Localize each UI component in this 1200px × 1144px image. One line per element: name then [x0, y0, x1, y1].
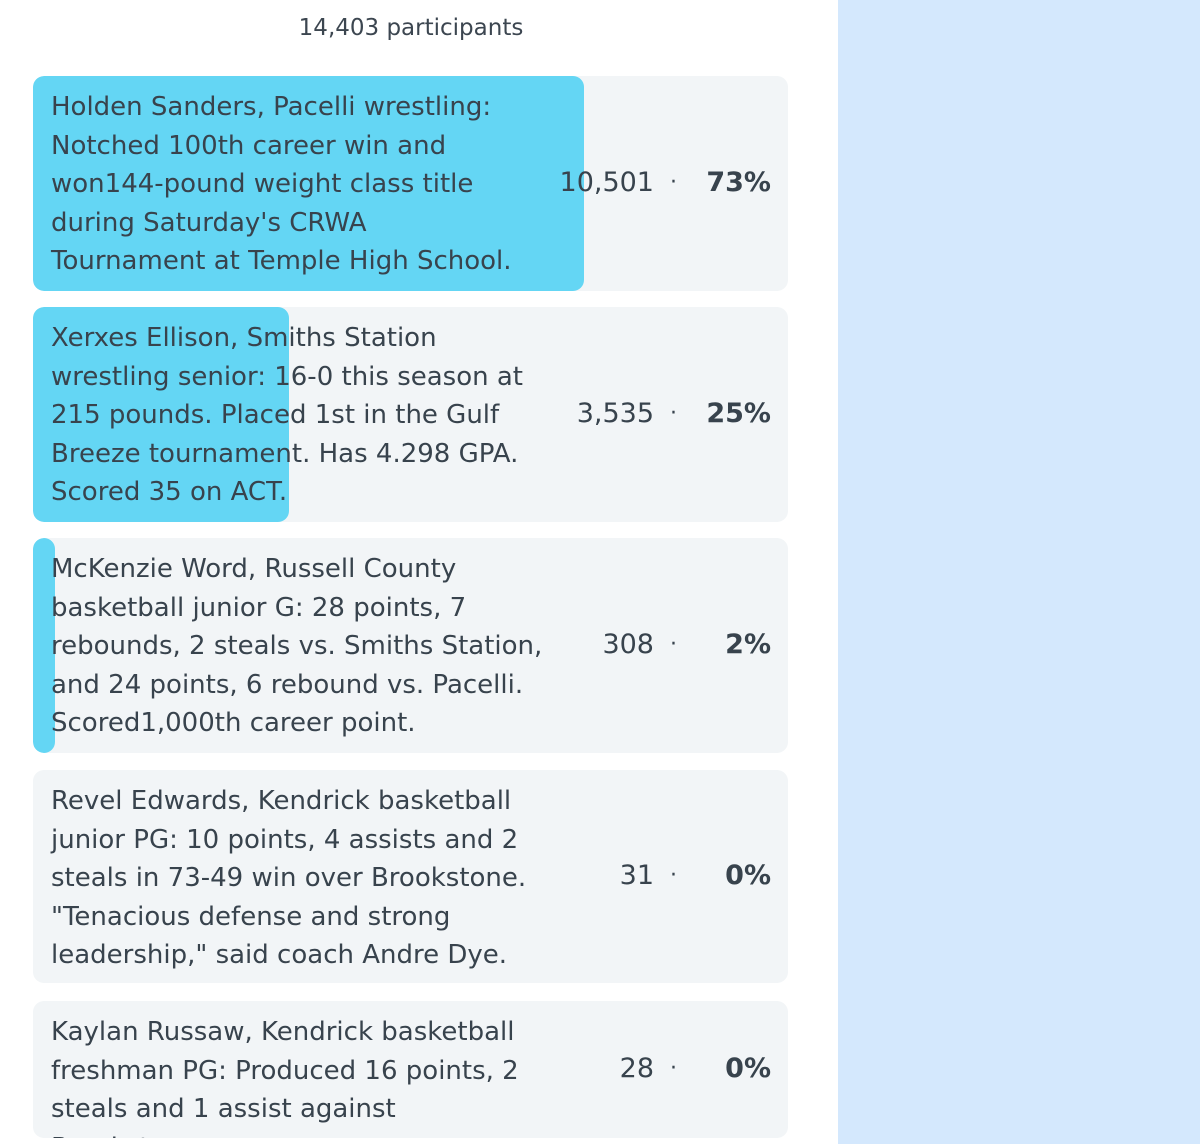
poll-option-fill — [33, 538, 55, 753]
poll-option-percent: 2% — [725, 629, 771, 660]
poll-option-text-line: Tournament at Temple High School. — [51, 246, 512, 276]
poll-option-text-line: steals in 73-49 win over Brookstone. — [51, 863, 527, 893]
poll-option[interactable]: Kaylan Russaw, Kendrick basketball fresh… — [33, 1001, 788, 1138]
poll-option-text-line: leadership," said coach Andre Dye. — [51, 940, 508, 970]
poll-option-percent: 0% — [725, 1053, 771, 1084]
poll-option-percent: 73% — [706, 167, 771, 198]
separator-dot: · — [670, 401, 677, 426]
poll-option-fill — [33, 307, 289, 522]
poll-option-votes: 28 — [619, 1053, 654, 1084]
separator-dot: · — [670, 1056, 677, 1081]
poll-option[interactable]: McKenzie Word, Russell County basketball… — [33, 538, 788, 753]
poll-option-text-line: and 24 points, 6 rebound vs. Pacelli. — [51, 669, 524, 700]
poll-option-text-line: rebounds, 2 steals vs. Smiths Station, — [51, 631, 543, 661]
poll-option-fill — [33, 76, 584, 291]
poll-option[interactable]: Holden Sanders, Pacelli wrestling: Notch… — [33, 76, 788, 291]
poll-option-text-line: 215 pounds. Placed 1st in the Gulf — [51, 400, 500, 430]
poll-option-text-line: freshman PG: Produced 16 points, 2 — [51, 1055, 519, 1086]
poll-option-text-line: wrestling senior: 16-0 this season at — [51, 361, 523, 392]
poll-option-percent: 25% — [706, 398, 771, 429]
poll-option-text-line: "Tenacious defense and strong — [51, 901, 451, 932]
separator-dot: · — [670, 863, 677, 888]
poll-option-text: Holden Sanders, Pacelli wrestling: Notch… — [51, 88, 551, 281]
poll-option-text-line: basketball junior G: 28 points, 7 — [51, 592, 467, 623]
poll-option-votes: 10,501 — [559, 167, 654, 198]
poll-option-votes: 3,535 — [576, 398, 654, 429]
poll-option-text: McKenzie Word, Russell County basketball… — [51, 550, 551, 743]
poll-option[interactable]: Revel Edwards, Kendrick basketball junio… — [33, 770, 788, 983]
poll-option-text-line: Holden Sanders, Pacelli wrestling: — [51, 92, 492, 122]
poll-option[interactable]: Xerxes Ellison, Smiths Station wrestling… — [33, 307, 788, 522]
poll-option-votes: 308 — [602, 629, 654, 660]
poll-option-text-line: McKenzie Word, Russell County — [51, 554, 457, 584]
poll-option-text: Xerxes Ellison, Smiths Station wrestling… — [51, 319, 551, 512]
separator-dot: · — [670, 170, 677, 195]
poll-option-text-line: during Saturday's CRWA — [51, 207, 367, 238]
poll-option-text-line: Scored 35 on ACT. — [51, 477, 288, 507]
poll-option-votes: 31 — [619, 860, 654, 891]
separator-dot: · — [670, 632, 677, 657]
poll-option-text-line: Notched 100th career win and — [51, 130, 447, 161]
participants-count: 14,403 participants — [298, 15, 524, 41]
poll-option-text-line: Xerxes Ellison, Smiths Station — [51, 323, 437, 353]
poll-option-text-line: won144-pound weight class title — [51, 169, 474, 199]
poll-option-text-line: Kaylan Russaw, Kendrick basketball — [51, 1017, 515, 1047]
poll-option-text-line: Breeze tournament. Has 4.298 GPA. — [51, 438, 519, 469]
poll-option-text: Revel Edwards, Kendrick basketball junio… — [51, 782, 551, 975]
poll-option-text-line: steals and 1 assist against Brookstone. — [51, 1094, 396, 1138]
side-panel — [838, 0, 1200, 1144]
poll-option-text-line: Revel Edwards, Kendrick basketball — [51, 786, 512, 816]
poll-option-text-line: junior PG: 10 points, 4 assists and 2 — [51, 824, 519, 855]
poll-widget: 14,403 participants Holden Sanders, Pace… — [33, 15, 788, 1138]
poll-option-percent: 0% — [725, 860, 771, 891]
poll-option-text: Kaylan Russaw, Kendrick basketball fresh… — [51, 1013, 551, 1138]
poll-option-text-line: Scored1,000th career point. — [51, 708, 416, 738]
